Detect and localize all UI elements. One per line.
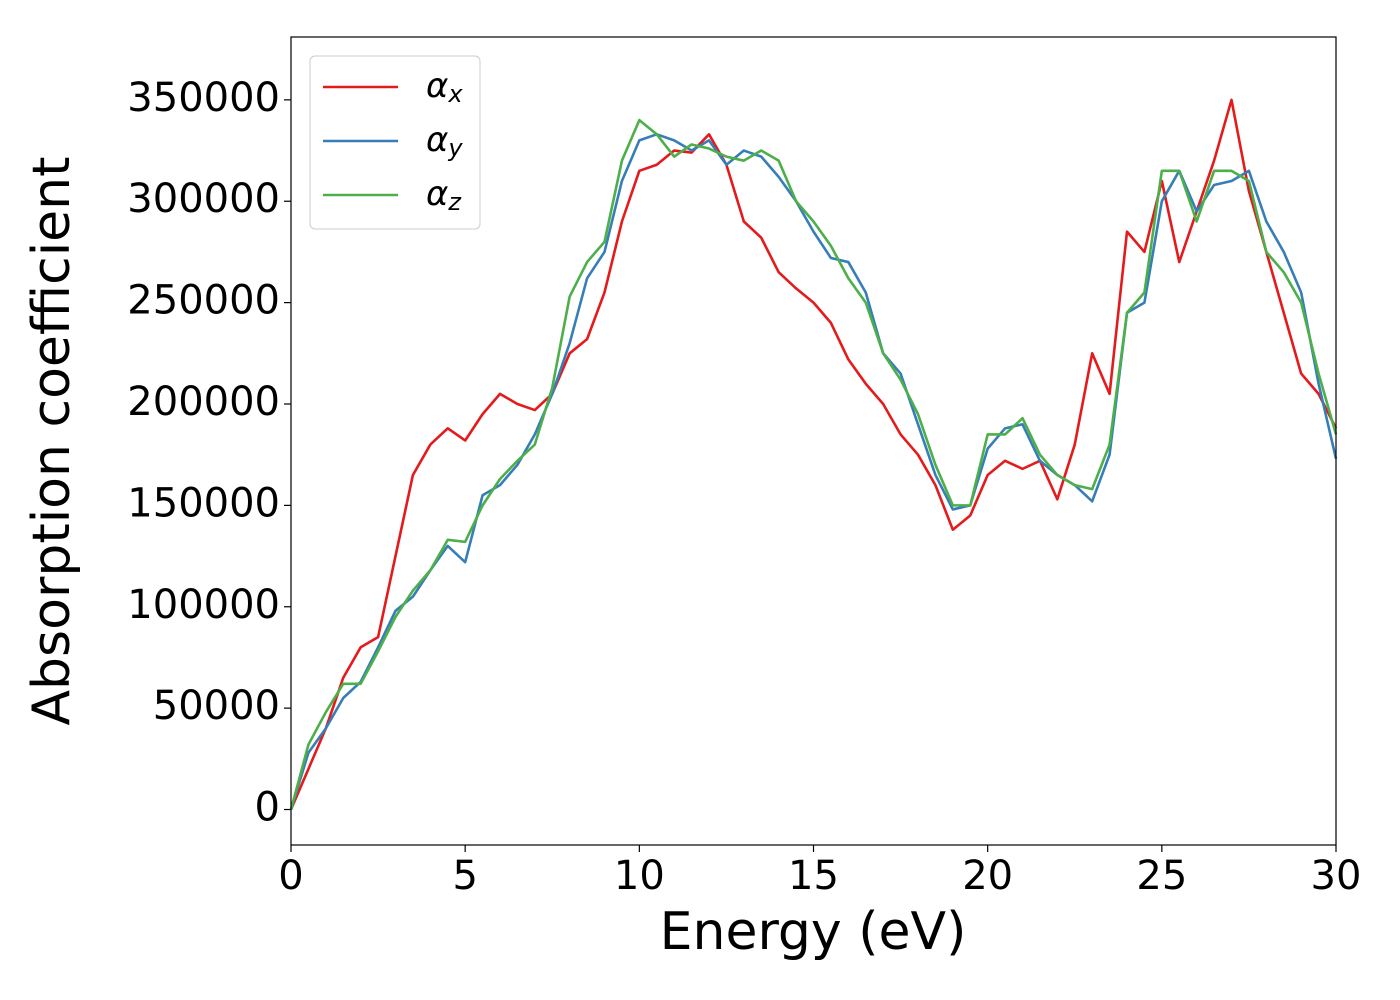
x-axis-label: Energy (eV) — [660, 902, 967, 962]
y-tick-label: 100000 — [127, 582, 280, 628]
y-tick-label: 250000 — [127, 278, 280, 324]
legend-box — [309, 55, 481, 230]
legend-label: αx — [426, 66, 463, 109]
y-tick-label: 0 — [255, 785, 280, 831]
legend-label: αy — [426, 120, 463, 163]
series-line — [289, 118, 1338, 810]
y-tick-label: 350000 — [127, 75, 280, 121]
x-tick-label: 0 — [278, 853, 303, 899]
x-tick-label: 10 — [614, 853, 665, 899]
x-tick-label: 30 — [1311, 853, 1362, 899]
x-tick-label: 5 — [452, 853, 477, 899]
y-axis-label: Absorption coefficient — [22, 156, 82, 725]
plot-frame — [290, 36, 1337, 846]
y-tick-label: 300000 — [127, 176, 280, 222]
x-tick-label: 25 — [1136, 853, 1187, 899]
legend-label: αz — [426, 174, 462, 217]
y-tick-label: 200000 — [127, 379, 280, 425]
x-tick-label: 20 — [962, 853, 1013, 899]
x-tick-label: 15 — [788, 853, 839, 899]
y-tick-label: 50000 — [153, 683, 280, 729]
series-line — [289, 133, 1338, 810]
y-tick-label: 150000 — [127, 480, 280, 526]
series-line — [289, 98, 1338, 811]
